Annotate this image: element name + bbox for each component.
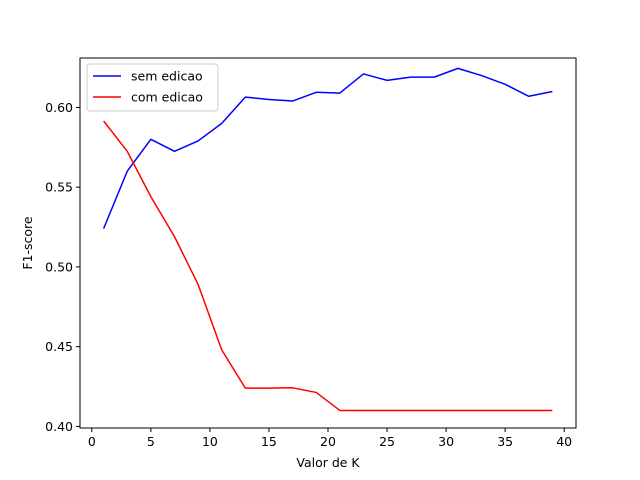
- y-tick-label: 0.45: [45, 339, 73, 354]
- x-tick-label: 30: [438, 434, 454, 449]
- x-tick-label: 40: [556, 434, 572, 449]
- legend-label-sem-edicao: sem edicao: [131, 69, 203, 84]
- x-tick-label: 15: [261, 434, 277, 449]
- ticks-layer: 0 5 10 15 20 25 30 35 40 0.40 0.45 0.50 0.55 0.60: [45, 100, 572, 449]
- x-tick-label: 20: [320, 434, 336, 449]
- x-tick-label: 0: [88, 434, 96, 449]
- y-axis-label: F1-score: [20, 216, 35, 270]
- series-layer: [102, 67, 553, 412]
- y-tick-label: 0.55: [45, 180, 73, 195]
- y-tick-label: 0.40: [45, 419, 73, 434]
- x-tick-label: 10: [202, 434, 218, 449]
- series-line-com-edicao: [103, 120, 553, 412]
- y-tick-label: 0.50: [45, 259, 73, 274]
- y-tick-label: 0.60: [45, 100, 73, 115]
- series-line-sem-edicao: [102, 67, 553, 229]
- plot-frame: [79, 57, 577, 429]
- x-tick-label: 5: [147, 434, 155, 449]
- x-tick-label: 25: [379, 434, 395, 449]
- x-tick-label: 35: [497, 434, 513, 449]
- plot-area: [80, 58, 576, 428]
- legend: sem edicao com edicao: [86, 63, 219, 112]
- x-axis-label: Valor de K: [296, 455, 360, 470]
- legend-label-com-edicao: com edicao: [131, 90, 203, 105]
